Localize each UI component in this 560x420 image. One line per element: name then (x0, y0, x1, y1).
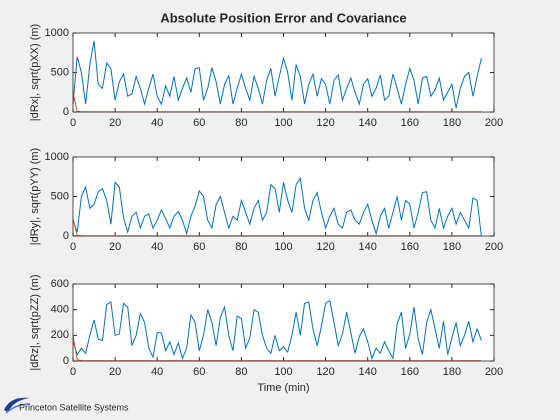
x-tick-label: 40 (151, 241, 163, 253)
y-axis-label: |dRz|, sqrt(pZZ) (m) (29, 274, 41, 370)
axes: Absolute Position Error and Covariance |d… (29, 10, 503, 128)
x-tick-label: 0 (70, 366, 76, 378)
plot-area (73, 33, 494, 112)
y-tick-label: 500 (51, 66, 69, 78)
y-tick-label: 1000 (45, 151, 69, 163)
x-tick-label: 180 (443, 366, 461, 378)
y-tick-label: 0 (63, 355, 69, 367)
x-axis-label: Time (min) (257, 382, 309, 394)
x-tick-label: 180 (443, 117, 461, 129)
x-tick-label: 0 (70, 117, 76, 129)
x-tick-label: 40 (151, 366, 163, 378)
x-tick-label: 160 (401, 117, 419, 129)
logo-swoosh (4, 397, 30, 412)
series-line (72, 299, 482, 361)
series-line (72, 40, 482, 109)
y-tick-label: 400 (51, 304, 69, 316)
x-tick-label: 80 (235, 241, 247, 253)
x-tick-label: 60 (193, 366, 205, 378)
logo-text: Princeton Satellite Systems (19, 402, 129, 412)
axes: |dRy|, sqrt(pYY) (m) 0 20 40 60 80 100 120 140 16… (29, 148, 503, 253)
y-axis-label: |dRy|, sqrt(pYY) (m) (29, 148, 41, 245)
x-tick-label: 40 (151, 117, 163, 129)
y-tick-label: 600 (51, 278, 69, 290)
x-tick-label: 140 (359, 241, 377, 253)
x-tick-label: 60 (193, 117, 205, 129)
y-tick-label: 0 (63, 106, 69, 118)
x-tick-label: 200 (485, 366, 503, 378)
x-tick-label: 180 (443, 241, 461, 253)
x-tick-label: 120 (316, 241, 334, 253)
plot-area (73, 284, 494, 361)
x-tick-label: 200 (485, 117, 503, 129)
x-tick-label: 120 (316, 117, 334, 129)
x-tick-label: 160 (401, 366, 419, 378)
axes-box (72, 156, 495, 237)
x-tick-label: 100 (274, 117, 292, 129)
x-tick-label: 120 (316, 366, 334, 378)
axes-box (72, 283, 495, 362)
plot-area (73, 157, 494, 236)
x-tick-label: 20 (109, 117, 121, 129)
y-tick-label: 1000 (45, 27, 69, 39)
y-axis-label: |dRx|, sqrt(pXX) (m) (29, 24, 41, 121)
y-tick-label: 200 (51, 329, 69, 341)
series-line (72, 176, 482, 237)
x-tick-label: 80 (235, 117, 247, 129)
x-tick-label: 100 (274, 366, 292, 378)
x-tick-label: 160 (401, 241, 419, 253)
x-tick-label: 20 (109, 241, 121, 253)
x-tick-label: 20 (109, 366, 121, 378)
logo-swoosh (5, 403, 31, 414)
x-tick-label: 100 (274, 241, 292, 253)
y-tick-label: 500 (51, 190, 69, 202)
y-tick-label: 0 (63, 230, 69, 242)
logo: Princeton Satellite Systems (4, 397, 129, 414)
axes-box (72, 32, 495, 113)
x-tick-label: 140 (359, 117, 377, 129)
x-tick-label: 200 (485, 241, 503, 253)
x-tick-label: 80 (235, 366, 247, 378)
axes: |dRz|, sqrt(pZZ) (m) Time (min) 0 20 40 60 80 1… (29, 274, 503, 393)
x-tick-label: 140 (359, 366, 377, 378)
x-tick-label: 0 (70, 241, 76, 253)
x-tick-label: 60 (193, 241, 205, 253)
chart-title: Absolute Position Error and Covariance (160, 10, 406, 25)
